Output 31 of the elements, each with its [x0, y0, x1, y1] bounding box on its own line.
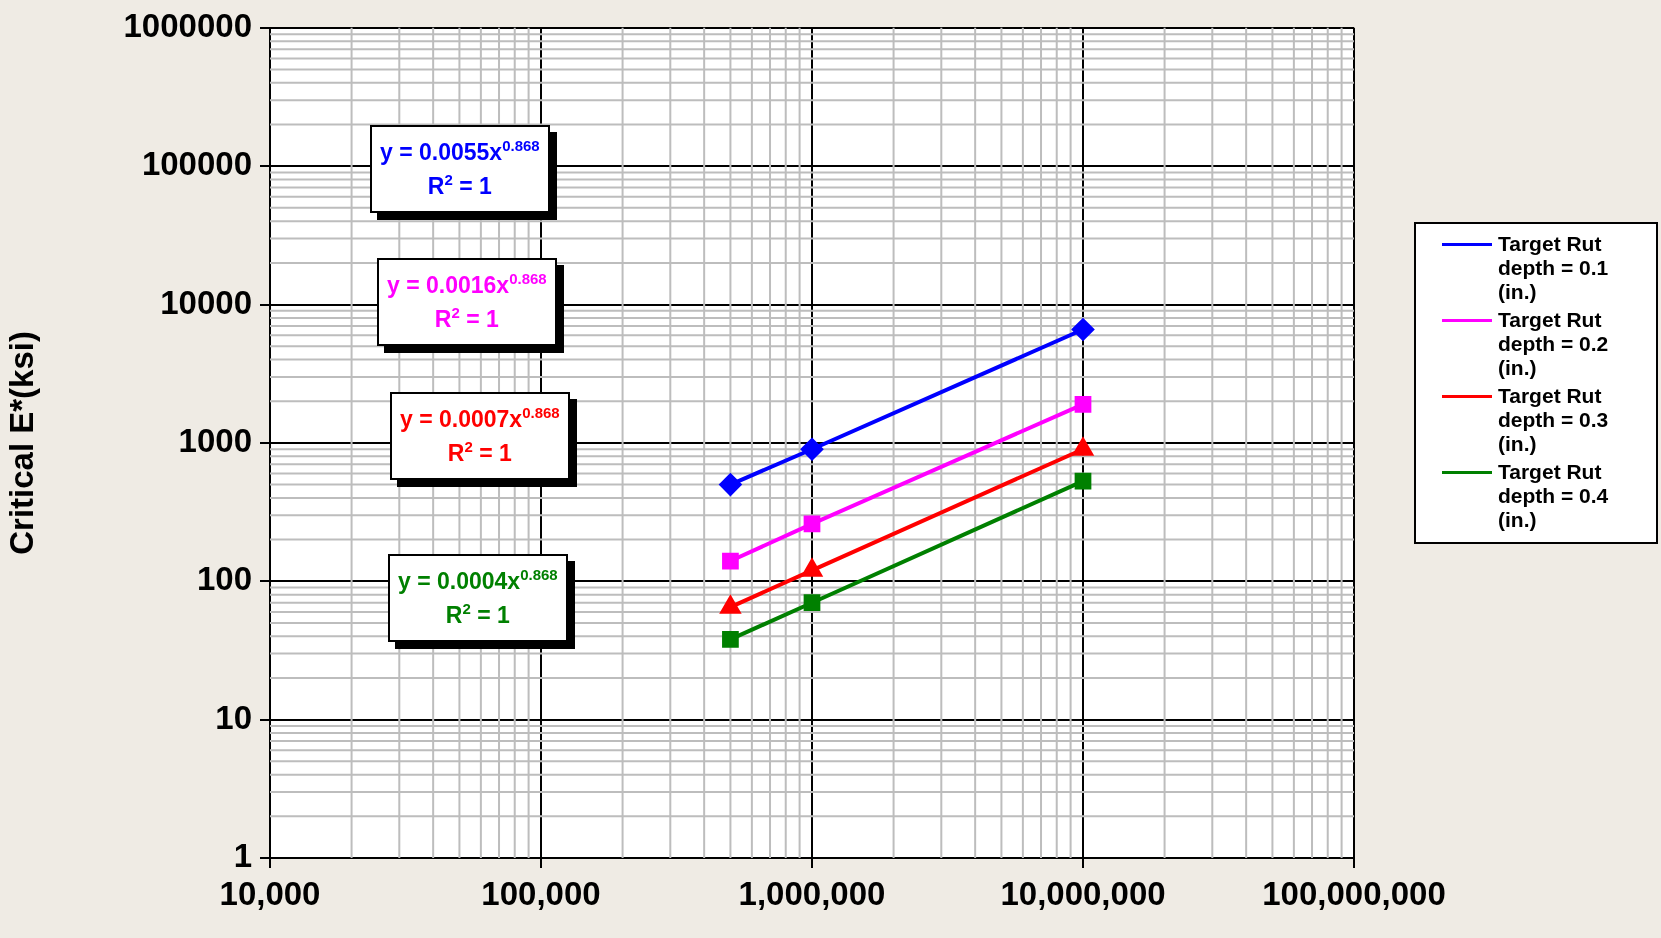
legend-label: Target Rut depth = 0.2 (in.): [1498, 308, 1610, 380]
legend-label: Target Rut depth = 0.3 (in.): [1498, 384, 1610, 456]
point: [719, 473, 742, 496]
y-axis-title: Critical E*(ksi): [2, 331, 40, 555]
point: [1074, 395, 1092, 413]
annotation: y = 0.0016x$^{0.868}$: [387, 269, 547, 300]
point: [722, 552, 739, 570]
annotation: R$^{2}$ = 1: [446, 437, 513, 468]
x-tick-label: 10,000: [219, 874, 321, 912]
y-tick-label: 1000: [178, 421, 252, 459]
legend-label: Target Rut depth = 0.1 (in.): [1498, 232, 1610, 304]
y-tick-label: 1: [233, 837, 252, 875]
annotation: R$^{2}$ = 1: [444, 599, 511, 630]
y-tick-label: 100: [196, 560, 252, 598]
x-tick-label: 1,000,000: [738, 874, 886, 912]
y-tick-label: 10000: [160, 283, 252, 321]
y-tick-label: 10: [215, 698, 252, 736]
annotation: y = 0.0055x$^{0.868}$: [380, 136, 540, 167]
legend-label: Target Rut depth = 0.4 (in.): [1498, 460, 1610, 532]
point: [722, 631, 739, 648]
y-tick-label: 100000: [141, 145, 252, 183]
x-tick-label: 100,000,000: [1262, 874, 1446, 912]
annotation: y = 0.0007x$^{0.868}$: [400, 403, 560, 434]
y-tick-label: 1000000: [123, 6, 252, 44]
point: [1072, 318, 1094, 341]
annotation: R$^{2}$ = 1: [426, 170, 493, 201]
annotation: R$^{2}$ = 1: [433, 303, 500, 334]
annotation: y = 0.0004x$^{0.868}$: [398, 565, 558, 596]
x-tick-label: 100,000: [481, 874, 601, 912]
point: [1074, 472, 1092, 490]
x-tick-label: 10,000,000: [1000, 874, 1166, 912]
